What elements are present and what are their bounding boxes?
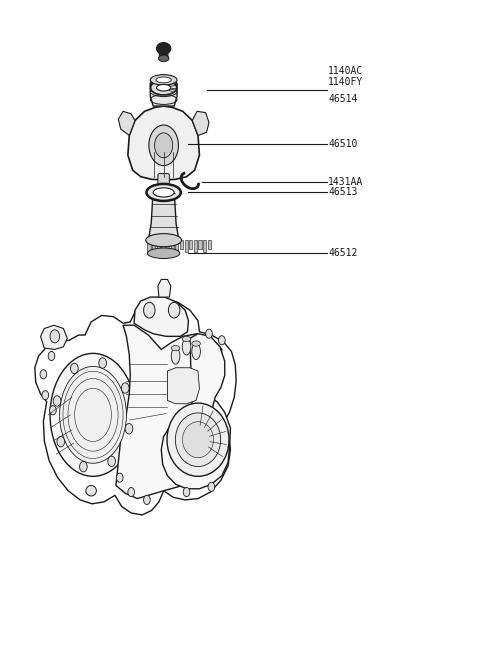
Ellipse shape [156, 85, 171, 91]
Bar [156, 240, 160, 252]
Ellipse shape [182, 338, 191, 355]
Circle shape [80, 461, 87, 472]
Text: 1431AA: 1431AA [328, 177, 363, 187]
Circle shape [49, 406, 56, 415]
Circle shape [57, 436, 65, 447]
Ellipse shape [60, 367, 126, 463]
Bar [180, 240, 183, 250]
Ellipse shape [50, 353, 136, 476]
Ellipse shape [150, 75, 177, 85]
Text: 1140FY: 1140FY [328, 77, 363, 87]
Circle shape [71, 363, 78, 374]
Circle shape [99, 358, 107, 369]
Bar [189, 240, 192, 250]
Circle shape [168, 302, 180, 318]
Text: 46513: 46513 [328, 187, 358, 197]
Ellipse shape [146, 184, 181, 201]
Text: 46514: 46514 [328, 94, 358, 104]
Circle shape [144, 302, 155, 318]
Bar [147, 240, 151, 252]
Ellipse shape [147, 248, 180, 258]
Polygon shape [116, 325, 230, 499]
Bar [203, 240, 206, 252]
Ellipse shape [192, 341, 200, 346]
FancyBboxPatch shape [158, 173, 169, 189]
Circle shape [48, 351, 55, 361]
Text: 46512: 46512 [328, 248, 358, 258]
FancyBboxPatch shape [159, 46, 168, 60]
Bar [194, 240, 197, 252]
Circle shape [116, 473, 123, 482]
Polygon shape [158, 279, 171, 297]
Ellipse shape [192, 343, 200, 359]
Bar [161, 240, 165, 250]
Bar [166, 240, 169, 252]
Polygon shape [118, 111, 135, 135]
Bar [152, 240, 156, 250]
Ellipse shape [153, 188, 174, 197]
Bar [170, 240, 174, 250]
Polygon shape [148, 189, 179, 240]
Ellipse shape [158, 55, 169, 62]
Ellipse shape [175, 413, 221, 466]
Ellipse shape [167, 403, 229, 476]
Circle shape [144, 495, 150, 505]
Bar [175, 240, 179, 252]
Circle shape [42, 391, 48, 400]
Circle shape [121, 383, 129, 394]
Polygon shape [150, 78, 177, 106]
Ellipse shape [171, 346, 180, 351]
Circle shape [128, 487, 134, 497]
Circle shape [108, 456, 116, 466]
Ellipse shape [156, 77, 171, 83]
Polygon shape [168, 368, 199, 404]
Polygon shape [192, 111, 209, 135]
Ellipse shape [171, 348, 180, 364]
Polygon shape [128, 106, 199, 180]
Circle shape [50, 330, 60, 343]
Text: 1140AC: 1140AC [328, 66, 363, 76]
Circle shape [205, 329, 212, 338]
Bar [198, 240, 202, 250]
Polygon shape [161, 334, 229, 489]
Ellipse shape [182, 422, 214, 458]
Ellipse shape [149, 125, 179, 166]
Bar [184, 240, 188, 252]
Circle shape [218, 336, 225, 345]
Polygon shape [40, 325, 67, 350]
Ellipse shape [86, 486, 96, 496]
Ellipse shape [182, 336, 191, 342]
Polygon shape [35, 299, 236, 515]
Ellipse shape [156, 43, 171, 55]
Polygon shape [134, 297, 189, 336]
Ellipse shape [146, 234, 181, 247]
Circle shape [183, 487, 190, 497]
Circle shape [40, 370, 47, 379]
Circle shape [53, 396, 61, 406]
Circle shape [125, 424, 133, 434]
Text: 46510: 46510 [328, 139, 358, 149]
Bar [208, 240, 211, 250]
Circle shape [208, 482, 215, 491]
Ellipse shape [151, 81, 177, 95]
Ellipse shape [155, 133, 173, 158]
